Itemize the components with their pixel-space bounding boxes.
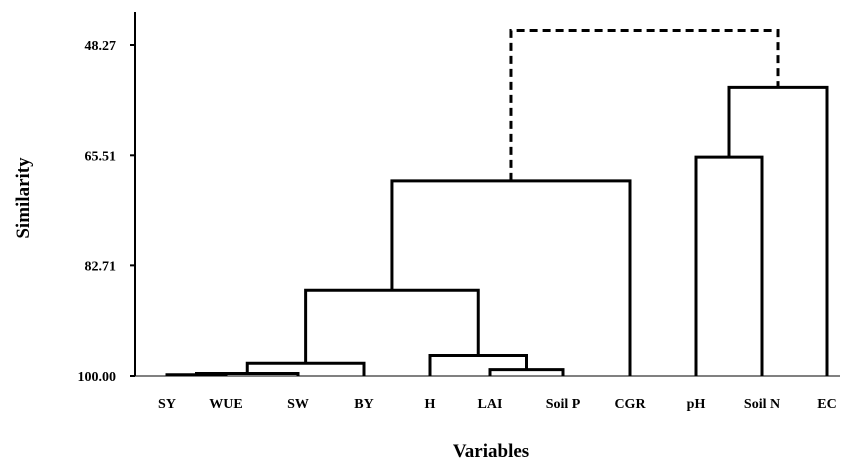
leaf-label: SY (158, 397, 176, 412)
dendrogram-link (428, 354, 528, 376)
axes: 48.27 65.51 82.71 100.00 (78, 12, 840, 385)
dendrogram-links (165, 28, 829, 377)
labels: SY WUE SW BY H LAI Soil P CGR pH Soil N EC (158, 397, 837, 412)
x-axis-title: Variables (453, 441, 529, 462)
leaf-label: WUE (209, 397, 242, 412)
y-tick-label: 100.00 (78, 370, 117, 385)
dendrogram-link (488, 368, 565, 376)
leaf-label: pH (687, 397, 706, 412)
dendrogram-link (694, 155, 764, 376)
y-tick-label: 65.51 (85, 149, 117, 164)
leaf-label: BY (354, 397, 373, 412)
leaf-label: Soil N (744, 397, 780, 412)
dendrogram-link (509, 28, 780, 181)
leaf-label: LAI (478, 397, 503, 412)
leaf-label: CGR (614, 397, 646, 412)
dendrogram-link (390, 179, 632, 376)
y-tick-label: 82.71 (85, 259, 117, 274)
leaf-label: SW (287, 397, 309, 412)
dendrogram-link (245, 361, 366, 376)
y-axis-title: Similarity (13, 157, 34, 239)
y-tick-label: 48.27 (85, 39, 117, 54)
dendrogram-link (304, 288, 480, 364)
dendrogram-link (195, 371, 300, 376)
leaf-label: H (425, 397, 436, 412)
dendrogram-link (727, 85, 829, 376)
leaf-label: EC (817, 397, 836, 412)
leaf-label: Soil P (546, 397, 581, 412)
